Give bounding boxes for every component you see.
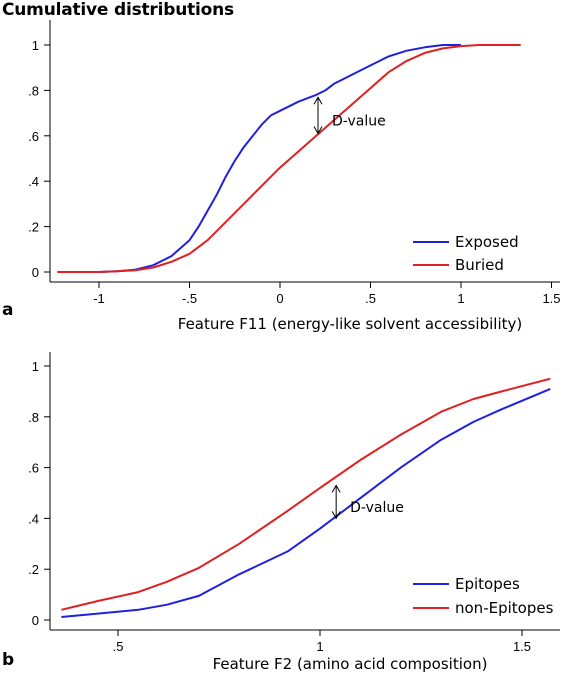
panel-a-y-tick-label: .2 (28, 220, 39, 235)
panel-a-dvalue-arrowhead-bottom (313, 126, 323, 135)
panel-a-series-line-1 (57, 44, 521, 273)
panel-a-dvalue-arrowhead-top (313, 96, 323, 105)
panel-a-y-tick-label: .8 (28, 83, 39, 98)
panel-b-legend-label-1: non-Epitopes (455, 599, 554, 617)
panel-b-y-tick-label: .4 (28, 511, 39, 526)
panel-b-x-tick-label: .5 (113, 639, 124, 654)
panel-a-x-tick-label: -1 (93, 291, 105, 306)
panel-label-a: a (2, 300, 14, 320)
panel-a-x-tick-label: -.5 (182, 291, 197, 306)
panel-a-series-line-0 (57, 44, 461, 273)
panel-a-y-tick-label: 0 (32, 265, 39, 280)
panel-b-y-tick-label: 1 (32, 359, 39, 374)
panel-a-y-tick-label: .4 (28, 174, 39, 189)
panel-b-x-tick-label: 1 (316, 639, 323, 654)
panel-b-legend-label-0: Epitopes (455, 575, 520, 593)
chart-panel-a: 0 .2 .4 .6 .8 1 -1 -.5 0 .5 1 1.5 Feature F11 (energ… (28, 20, 561, 333)
panel-label-b: b (2, 650, 15, 670)
panel-b-x-tick-label: 1.5 (513, 639, 531, 654)
panel-a-x-axis-title: Feature F11 (energy-like solvent accessi… (178, 315, 522, 333)
panel-a-x-tick-label: 0 (276, 291, 283, 306)
panel-b-series-line-1 (61, 377, 551, 611)
panel-b-dvalue-label: D-value (350, 500, 404, 516)
panel-a-legend-label-0: Exposed (455, 233, 519, 251)
panel-a-x-tick-label: 1.5 (542, 291, 560, 306)
panel-b-dvalue-arrowhead-bottom (331, 511, 341, 520)
panel-a-y-tick-label: 1 (32, 38, 39, 53)
panel-b-y-tick-label: .2 (28, 562, 39, 577)
panel-a-x-tick-label: .5 (365, 291, 376, 306)
panel-b-y-tick-label: .8 (28, 410, 39, 425)
panel-a-dvalue-label: D-value (332, 113, 386, 129)
panel-a-legend-label-1: Buried (455, 256, 504, 274)
panel-b-dvalue-arrowhead-top (331, 484, 341, 493)
panel-b-y-tick-label: 0 (32, 613, 39, 628)
panel-b-series-line-0 (61, 387, 551, 618)
panel-a-y-tick-label: .6 (28, 129, 39, 144)
panel-b-y-tick-label: .6 (28, 461, 39, 476)
panel-a-x-tick-label: 1 (457, 291, 464, 306)
figure-title: Cumulative distributions (2, 0, 234, 20)
panel-b-x-axis-title: Feature F2 (amino acid composition) (213, 655, 488, 673)
